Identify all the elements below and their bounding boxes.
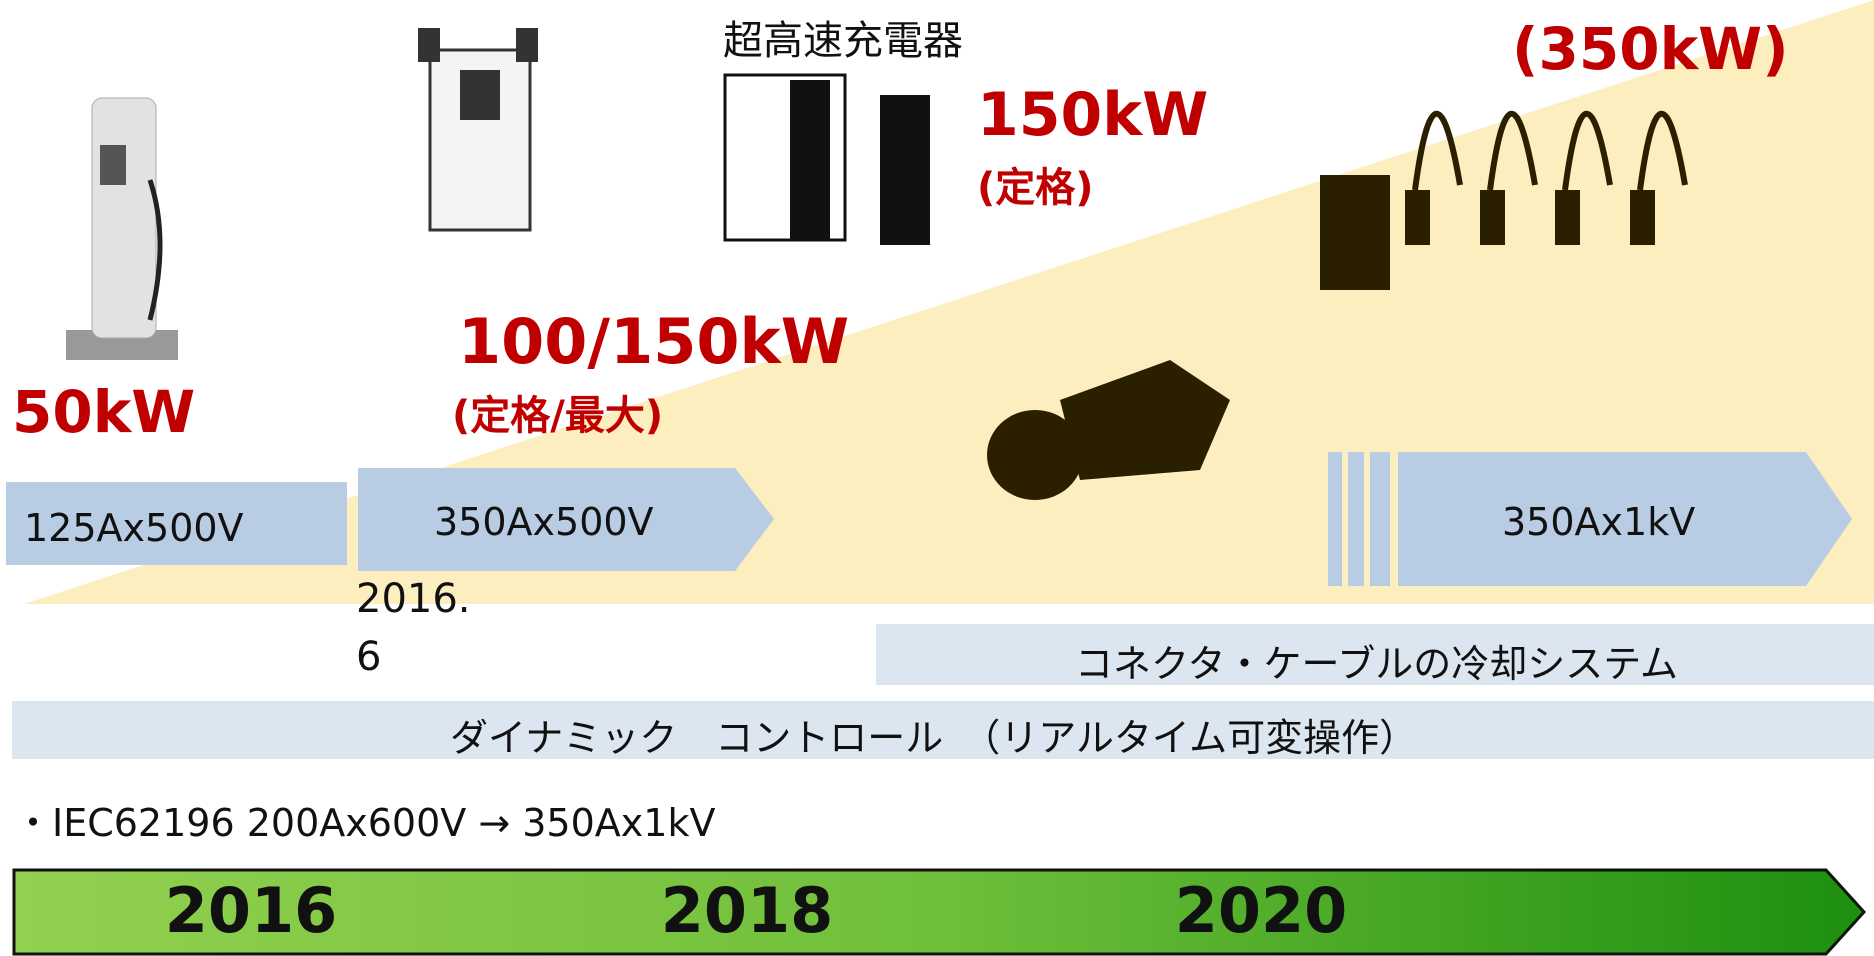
slide: 超高速充電器 50kW 100/150kW (定格/最大) 150kW (定格)…	[0, 0, 1874, 956]
standard-note: ・IEC62196 200Ax600V → 350Ax1kV	[14, 792, 715, 847]
rating: 150kW	[977, 80, 1208, 150]
date-note: 2016.6	[356, 570, 476, 686]
stripe	[1370, 452, 1390, 586]
rating-note: (定格)	[977, 155, 1094, 213]
charger-50kw	[66, 98, 178, 360]
year: 2020	[1175, 874, 1348, 947]
rating: 50kW	[12, 378, 195, 446]
charger-150kw	[725, 75, 930, 245]
bar-label: コネクタ・ケーブルの冷却システム	[1075, 633, 1678, 688]
title: 超高速充電器	[723, 8, 963, 66]
spec-label: 350Ax500V	[434, 500, 654, 544]
year: 2018	[661, 874, 834, 947]
stripe	[1348, 452, 1364, 586]
year: 2016	[165, 874, 338, 947]
rating: 100/150kW	[458, 305, 849, 378]
spec-label: 125Ax500V	[24, 506, 244, 550]
rating: (350kW)	[1512, 15, 1789, 83]
charger-100kw	[418, 28, 538, 230]
bar-label: ダイナミック コントロール （リアルタイム可変操作）	[450, 707, 1417, 762]
rating-note: (定格/最大)	[452, 383, 663, 441]
stripe	[1328, 452, 1342, 586]
spec-label: 350Ax1kV	[1502, 500, 1695, 544]
